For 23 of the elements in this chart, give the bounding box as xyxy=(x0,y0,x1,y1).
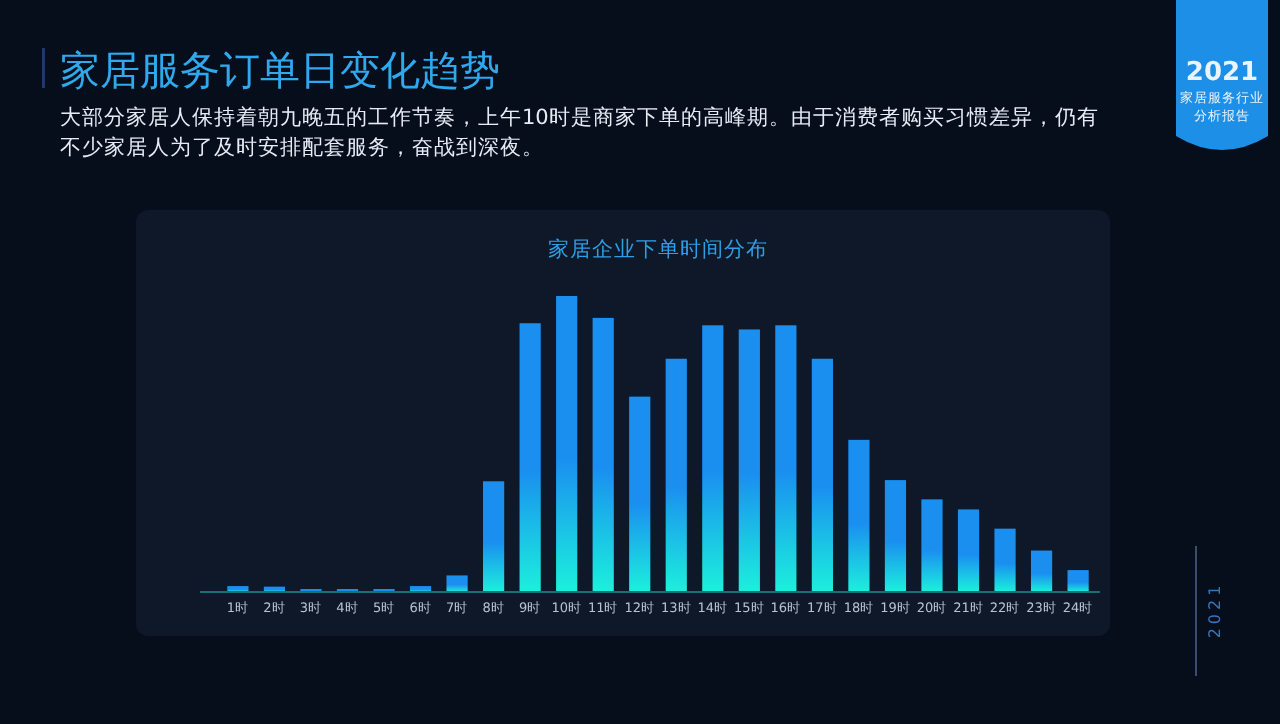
bar xyxy=(994,528,1016,592)
bar xyxy=(1030,550,1053,592)
bar xyxy=(921,499,943,592)
chart-subtitle: 大部分家居人保持着朝九晚五的工作节奏，上午10时是商家下单的高峰期。由于消费者购买习惯差异，仍有不少家居人为了及时安排配套服务，奋战到深夜。 xyxy=(60,104,1099,160)
text: 2021 xyxy=(1185,58,1259,88)
bar xyxy=(957,509,980,592)
bar xyxy=(519,323,541,592)
bar xyxy=(811,358,833,592)
bar xyxy=(848,439,870,592)
bar xyxy=(629,396,651,592)
bar xyxy=(738,329,760,592)
bar xyxy=(775,325,797,592)
bar xyxy=(665,358,687,592)
bar xyxy=(483,481,505,592)
bar xyxy=(446,575,468,592)
bar xyxy=(1067,570,1089,592)
bar xyxy=(556,296,578,592)
text: 家居企业下单时间分布 xyxy=(548,236,768,262)
text: 2021 xyxy=(1206,581,1224,639)
chart-title: 家居服务订单日变化趋势 xyxy=(60,46,500,94)
bar xyxy=(592,317,614,592)
bar xyxy=(702,325,724,592)
bar xyxy=(884,480,907,592)
